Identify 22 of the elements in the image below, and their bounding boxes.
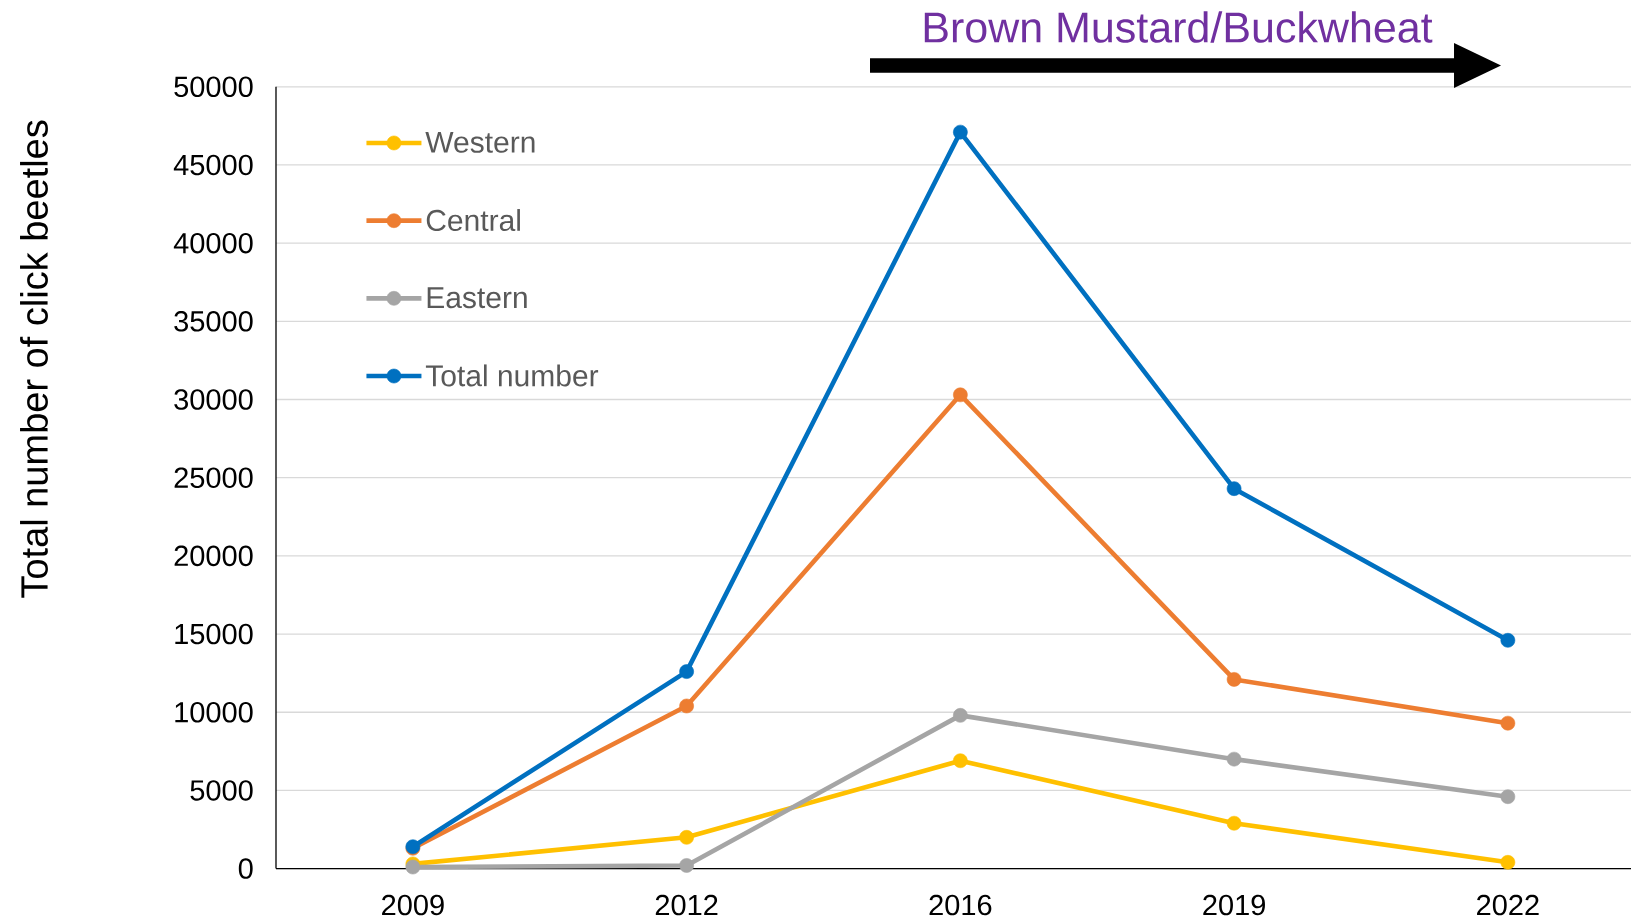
x-tick-label: 2009	[382, 894, 444, 916]
text: Brown Mustard/Buckwheat	[924, 11, 1433, 43]
y-tick-label: 35000	[174, 311, 253, 332]
legend-label: Total number	[425, 364, 599, 387]
y-tick-label: 45000	[173, 154, 253, 176]
y-tick-label: 5000	[190, 780, 253, 801]
y-tick-label: 10000	[175, 701, 253, 723]
x-tick-label: 2012	[655, 894, 718, 916]
x-tick-label: 2016	[929, 894, 992, 916]
y-tick-label: 0	[238, 858, 253, 879]
y-tick-label: 40000	[173, 232, 253, 254]
legend-label: Eastern	[427, 287, 527, 309]
y-tick-label: 25000	[174, 467, 253, 488]
y-axis-title: Total number of click beetles	[20, 120, 48, 598]
y-tick-label: 20000	[174, 545, 253, 567]
y-tick-label: 15000	[175, 623, 253, 645]
y-tick-label: 50000	[174, 76, 253, 98]
legend-label: Western	[425, 131, 535, 153]
x-tick-label: 2022	[1477, 894, 1539, 916]
x-tick-label: 2019	[1203, 894, 1265, 916]
y-tick-label: 30000	[174, 389, 253, 410]
legend-label: Central	[426, 209, 520, 232]
